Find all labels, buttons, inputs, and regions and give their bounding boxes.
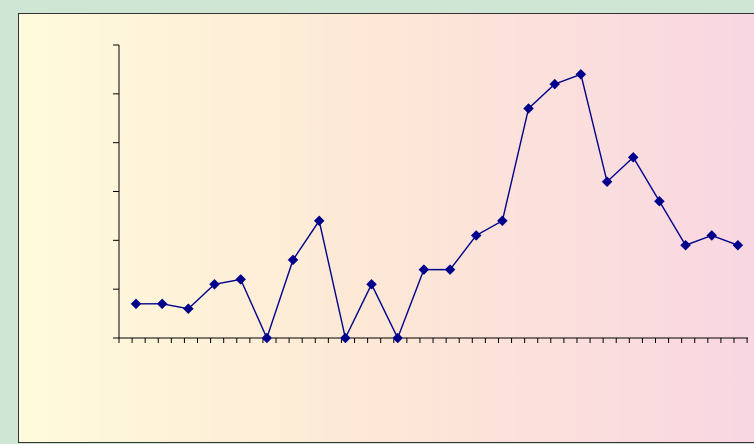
data-point-marker [601, 176, 613, 188]
data-point-marker [523, 103, 534, 114]
data-point-marker [261, 332, 273, 344]
data-point-marker [313, 215, 325, 227]
data-point-marker [182, 303, 194, 315]
data-point-marker [392, 332, 404, 344]
data-point-marker [235, 274, 247, 285]
data-point-marker [732, 239, 744, 251]
data-point-marker [418, 264, 430, 275]
data-point-marker [497, 215, 508, 227]
data-point-marker [340, 332, 351, 344]
data-point-marker [627, 151, 639, 163]
data-point-marker [287, 254, 299, 266]
series-line [136, 73, 739, 341]
line-chart [113, 44, 748, 344]
data-point-marker [706, 230, 718, 241]
data-point-marker [575, 68, 587, 80]
data-point-marker [470, 230, 482, 241]
data-point-marker [366, 278, 377, 290]
data-point-marker [654, 195, 665, 207]
data-point-marker [156, 298, 168, 310]
data-point-marker [130, 298, 142, 310]
chart-frame [18, 13, 754, 443]
data-point-marker [680, 239, 691, 251]
data-point-marker [444, 264, 456, 275]
data-point-marker [549, 78, 561, 90]
data-point-marker [209, 278, 220, 290]
